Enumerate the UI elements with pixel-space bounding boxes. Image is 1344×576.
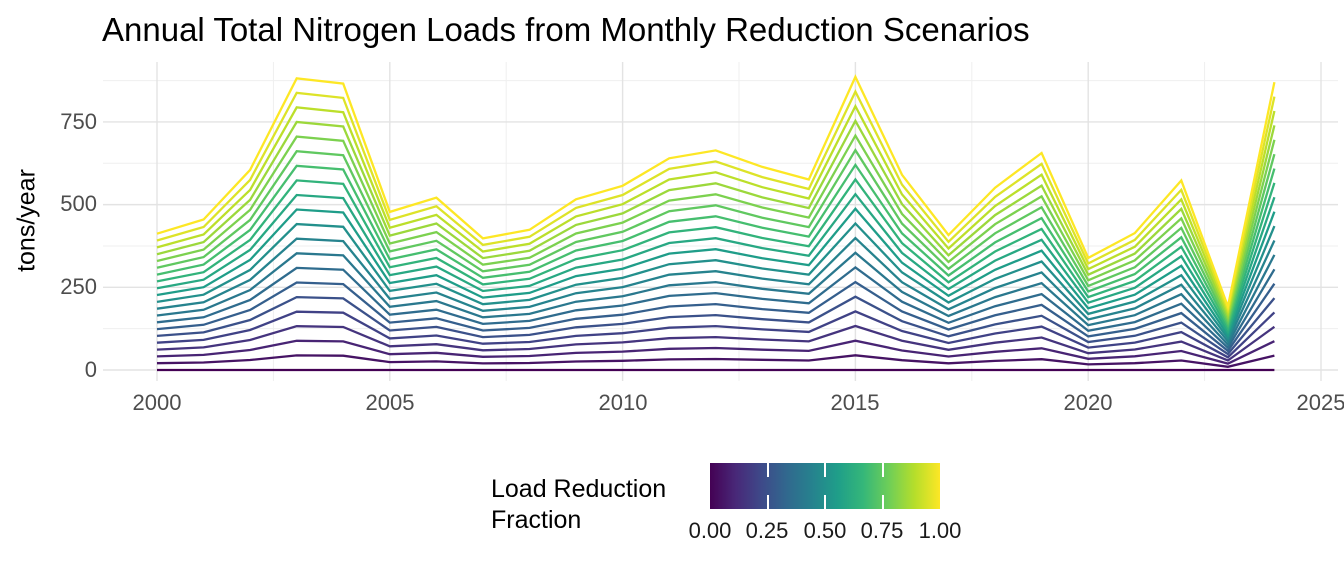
series-line-fraction-0.70 [156,162,1276,329]
colorbar-tick [766,495,769,509]
series-line-fraction-0.20 [156,310,1276,359]
chart-title: Annual Total Nitrogen Loads from Monthly… [102,11,1030,48]
legend-title-line1: Load Reduction [491,475,667,503]
legend-colorbar [710,463,940,509]
series-line-fraction-0.95 [156,88,1276,314]
y-tick-label-0: 0 [84,357,97,382]
x-tick-label-2005: 2005 [365,390,415,415]
legend-title: Load Reduction Fraction [491,474,666,536]
series-line-fraction-0.25 [156,295,1276,356]
colorbar-tick [881,495,884,509]
series-line-fraction-0.65 [156,177,1276,332]
legend-tick-label-000: 0.00 [688,518,732,543]
series-line-fraction-0.10 [156,339,1275,365]
series-line-fraction-0.85 [156,118,1276,320]
colorbar-tick [824,463,826,477]
x-tick-label-2025: 2025 [1296,390,1344,415]
legend-tick-label-100: 1.00 [918,518,962,543]
series-line-fraction-1.00 [156,74,1276,311]
y-tick-label-500: 500 [60,191,97,216]
x-tick-label-2010: 2010 [598,390,648,415]
x-tick-label-2020: 2020 [1063,390,1113,415]
series-line-fraction-0.90 [156,103,1276,317]
legend-tick-label-025: 0.25 [745,518,789,543]
series-line-fraction-0.50 [156,221,1276,341]
series-line-fraction-0.15 [156,324,1276,362]
y-tick-label-250: 250 [60,274,97,299]
series-line-fraction-0.40 [156,251,1276,347]
legend-title-line2: Fraction [491,506,582,534]
series-line-fraction-0.80 [156,133,1276,323]
colorbar-tick [881,463,884,477]
series-line-fraction-0.45 [156,236,1276,344]
legend-tick-label-050: 0.50 [803,518,847,543]
series-line-fraction-0.75 [156,148,1276,326]
legend-tick-label-075: 0.75 [860,518,904,543]
colorbar-tick [824,495,826,509]
series-line-fraction-0.35 [156,265,1276,350]
series-line-fraction-0.05 [156,354,1275,368]
x-tick-label-2000: 2000 [132,390,182,415]
y-tick-label-750: 750 [60,109,97,134]
series-line-fraction-0.60 [156,192,1276,335]
x-tick-label-2015: 2015 [830,390,880,415]
series-line-fraction-0.55 [156,207,1276,338]
series-line-fraction-0.30 [156,280,1276,353]
colorbar-tick [766,463,769,477]
